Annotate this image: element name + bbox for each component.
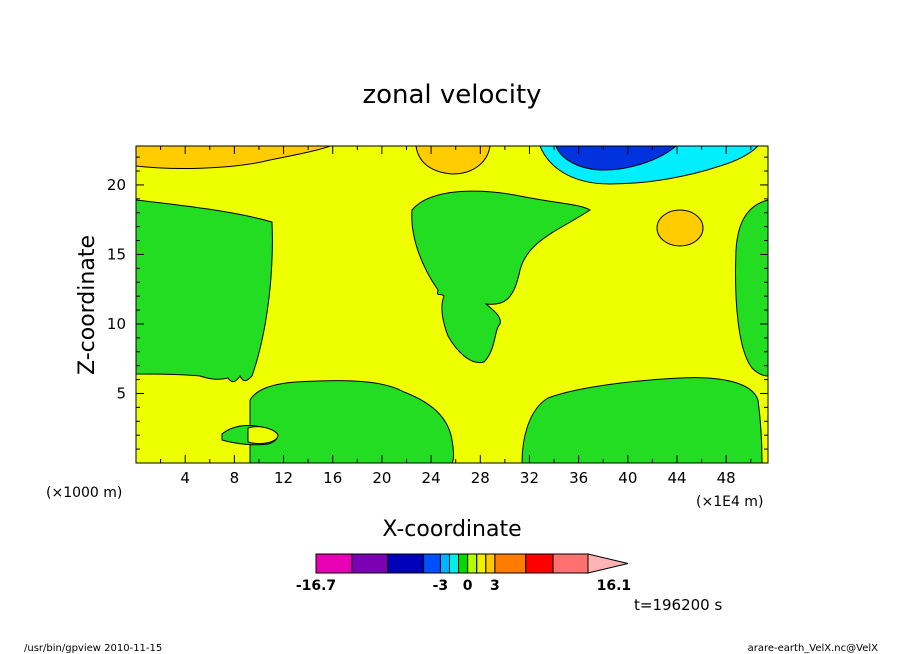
colorbar-label: 3 (490, 578, 500, 594)
colorbar-label: -3 (433, 578, 449, 594)
y-axis-label: Z-coordinate (75, 235, 100, 375)
region-blue-jet (555, 146, 677, 171)
colorbar-segment (458, 553, 469, 574)
colorbar-segment (552, 553, 589, 574)
x-tick-label: 16 (323, 469, 342, 487)
colorbar: -16.7 -3 0 3 16.1 (296, 553, 632, 594)
x-tick-label: 4 (180, 469, 190, 487)
colorbar-segment (467, 553, 478, 574)
y-tick-label: 15 (107, 245, 126, 263)
x-tick-label: 36 (569, 469, 588, 487)
colorbar-segment (423, 553, 441, 574)
x-tick-label: 32 (520, 469, 539, 487)
colorbar-segment (476, 553, 487, 574)
colorbar-label: -16.7 (296, 578, 336, 594)
colorbar-segment (525, 553, 554, 574)
colorbar-segment (351, 553, 389, 574)
x-tick-label: 20 (372, 469, 391, 487)
colorbar-label: 0 (463, 578, 473, 594)
x-tick-label: 24 (422, 469, 441, 487)
colorbar-segment (485, 553, 496, 574)
colorbar-segment (387, 553, 425, 574)
region-orange-circle (656, 209, 704, 247)
x-tick-label: 28 (471, 469, 490, 487)
x-tick-label: 44 (667, 469, 686, 487)
colorbar-arrow (587, 553, 629, 574)
x-tick-label: 8 (230, 469, 240, 487)
colorbar-label: 16.1 (597, 578, 632, 594)
x-axis-unit-note: (×1E4 m) (696, 494, 763, 510)
region-orange-top-center (415, 146, 491, 175)
x-tick-label: 48 (717, 469, 736, 487)
y-tick-label: 20 (107, 176, 126, 194)
colorbar-segment (449, 553, 460, 574)
y-tick-label: 5 (116, 384, 126, 402)
region-orange-top-left (136, 146, 331, 169)
footer-left: /usr/bin/gpview 2010-11-15 (24, 643, 162, 654)
plot-frame (135, 145, 769, 464)
x-axis-label: X-coordinate (382, 517, 521, 542)
plot-area (135, 145, 769, 464)
x-tick-label: 40 (618, 469, 637, 487)
region-green-bottom-left (249, 380, 454, 463)
y-axis: 5 10 15 20 (107, 156, 768, 450)
x-axis: 4 8 12 16 20 24 28 32 36 40 44 48 (160, 146, 752, 487)
chart-title: zonal velocity (362, 80, 541, 110)
region-green-right (735, 199, 768, 377)
region-green-center (411, 190, 591, 364)
y-tick-label: 10 (107, 315, 126, 333)
region-yellow-lens (247, 426, 279, 445)
region-green-left (136, 199, 273, 383)
colorbar-segment (315, 553, 353, 574)
colorbar-segment (439, 553, 451, 574)
time-label: t=196200 s (634, 596, 722, 614)
region-green-bottom-right (521, 377, 763, 463)
footer-right: arare-earth_VelX.nc@VelX (748, 643, 879, 654)
x-axis-scale-note: (×1000 m) (46, 485, 122, 501)
colorbar-segment (494, 553, 527, 574)
x-tick-label: 12 (274, 469, 293, 487)
